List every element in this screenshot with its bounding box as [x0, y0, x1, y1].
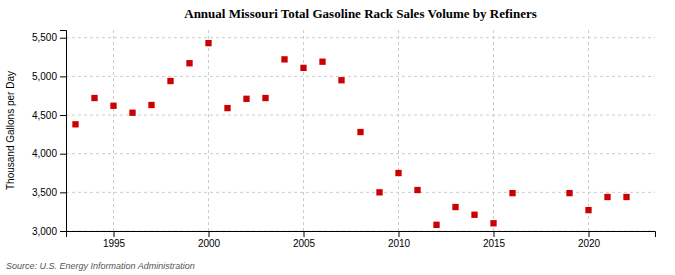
- grid-line: [66, 153, 655, 154]
- point: [72, 121, 78, 127]
- grid-line: [588, 30, 589, 231]
- point: [319, 59, 325, 65]
- point: [300, 65, 306, 71]
- x-tick: 2015: [483, 231, 506, 249]
- x-tick-label: 2005: [293, 238, 316, 249]
- x-tick-label: 2010: [388, 238, 411, 249]
- x-axis-line: [67, 232, 656, 238]
- point: [167, 78, 173, 84]
- x-tick: 1995: [103, 231, 126, 249]
- y-tick-label: 3,500: [32, 187, 57, 198]
- annotation: Source: U.S. Energy Information Administ…: [6, 261, 195, 271]
- point: [281, 56, 287, 62]
- y-tick: 3,500: [32, 187, 66, 198]
- x-tick: 2020: [578, 231, 601, 249]
- point: [110, 103, 116, 109]
- x-tick-label: 2000: [198, 238, 221, 249]
- x-tick: 2000: [198, 231, 221, 249]
- point: [91, 95, 97, 101]
- grid: [66, 30, 655, 231]
- point: [224, 105, 230, 111]
- y-tick-mark: [60, 115, 66, 116]
- y-tick: 4,000: [32, 148, 66, 159]
- x-tick-label: 2020: [578, 238, 601, 249]
- point: [452, 204, 458, 210]
- point: [357, 129, 363, 135]
- point: [148, 102, 154, 108]
- point: [585, 207, 591, 213]
- x-tick-mark: [304, 231, 305, 237]
- grid-line: [113, 30, 114, 231]
- point: [338, 77, 344, 83]
- x-tick-mark: [494, 231, 495, 237]
- y-tick-label: 5,500: [32, 32, 57, 43]
- point: [566, 190, 572, 196]
- point: [243, 96, 249, 102]
- point: [509, 190, 515, 196]
- title: Annual Missouri Total Gasoline Rack Sale…: [184, 6, 537, 21]
- point: [395, 170, 401, 176]
- y-tick-mark: [60, 154, 66, 155]
- grid-line: [66, 115, 655, 116]
- point: [376, 189, 382, 195]
- point: [490, 220, 496, 226]
- grid-line: [66, 76, 655, 77]
- y-axis: 3,000 3,500 4,000 4,500 5,000 5,500: [32, 31, 67, 237]
- point: [623, 194, 629, 200]
- y-axis-line: [60, 31, 67, 232]
- y-tick-mark: [60, 76, 66, 77]
- grid-line: [303, 30, 304, 231]
- point: [604, 194, 610, 200]
- point: [205, 40, 211, 46]
- point: [471, 212, 477, 218]
- x-tick-label: 2015: [483, 238, 506, 249]
- grid-line: [208, 30, 209, 231]
- y-axis-title: Thousand Gallons per Day: [5, 71, 16, 190]
- x-tick-mark: [399, 231, 400, 237]
- x-axis: 1995 2000 2005 2010 2015 2020: [67, 231, 656, 249]
- x-tick-label: 1995: [103, 238, 126, 249]
- point: [414, 187, 420, 193]
- x-tick-mark: [209, 231, 210, 237]
- y-tick: 4,500: [32, 110, 66, 121]
- x-tick: 2010: [388, 231, 411, 249]
- chart: 1995 2000 2005 2010 2015 2020 3,000 3,500 4,000 4…: [0, 0, 675, 275]
- y-tick-label: 3,000: [32, 226, 57, 237]
- y-tick-label: 4,500: [32, 110, 57, 121]
- grid-line: [493, 30, 494, 231]
- point: [186, 60, 192, 66]
- y-tick-mark: [60, 38, 66, 39]
- x-tick-mark: [114, 231, 115, 237]
- y-tick-label: 4,000: [32, 148, 57, 159]
- grid-line: [398, 30, 399, 231]
- grid-line: [66, 37, 655, 38]
- y-tick-label: 5,000: [32, 71, 57, 82]
- y-tick: 5,500: [32, 32, 66, 43]
- points: [72, 40, 629, 228]
- plot: 1995 2000 2005 2010 2015 2020 3,000 3,500 4,000 4…: [32, 30, 656, 249]
- point: [262, 95, 268, 101]
- x-tick-mark: [589, 231, 590, 237]
- y-tick-mark: [60, 231, 66, 232]
- point: [433, 222, 439, 228]
- y-tick: 3,000: [32, 226, 66, 237]
- y-tick: 5,000: [32, 71, 66, 82]
- y-tick-mark: [60, 192, 66, 193]
- point: [129, 110, 135, 116]
- x-tick: 2005: [293, 231, 316, 249]
